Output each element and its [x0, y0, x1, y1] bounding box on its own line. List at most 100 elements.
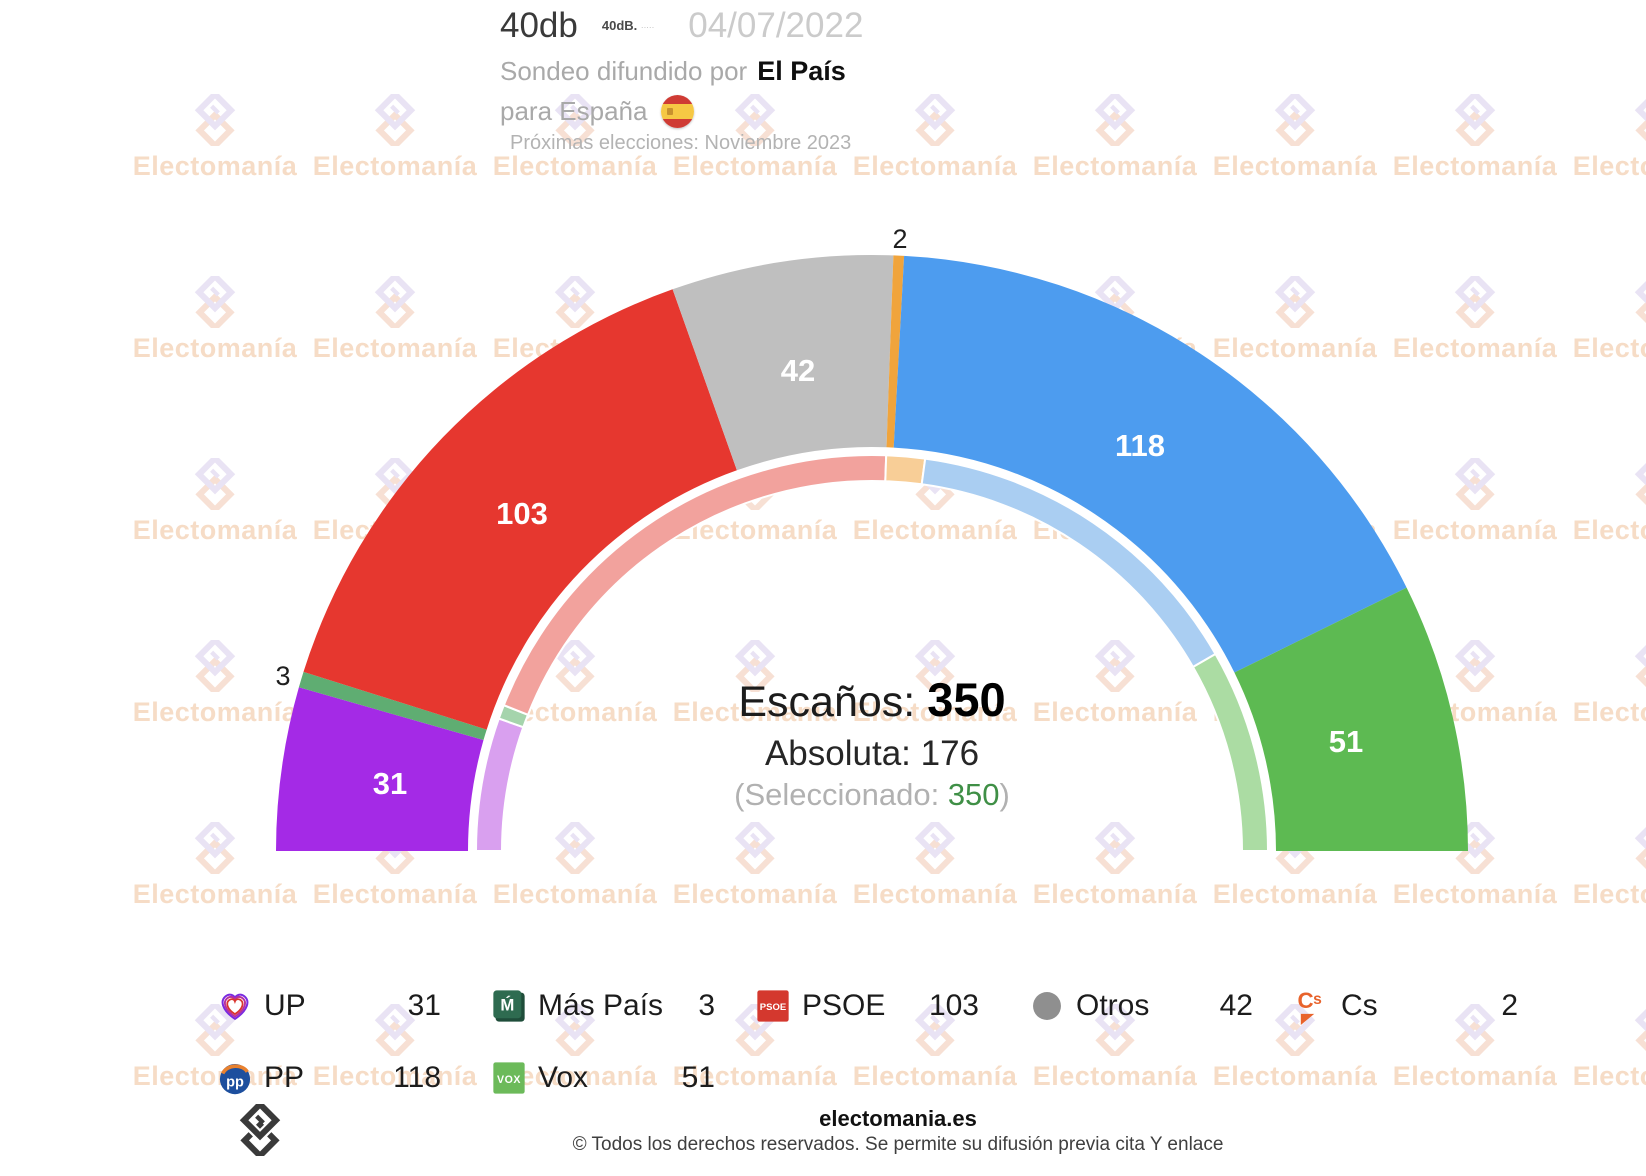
majority-value: 176 — [920, 734, 980, 773]
watermark: Electomanía — [1020, 817, 1210, 910]
segment-cs[interactable] — [886, 255, 905, 448]
svg-text:pp: pp — [226, 1074, 244, 1090]
segment-psoe[interactable] — [303, 289, 737, 730]
legend-item-up[interactable]: UP 31 — [216, 986, 441, 1026]
legend-seats-value: 3 — [698, 989, 715, 1022]
seat-count-label-psoe: 103 — [496, 496, 548, 531]
watermark: Electomanía — [840, 999, 1030, 1092]
seat-count-label-up: 31 — [373, 766, 407, 801]
header: 40db 40dB. ····· 04/07/2022 Sondeo difun… — [500, 6, 863, 155]
seat-count-label-más-país: 3 — [275, 661, 290, 691]
watermark: Electomanía — [1560, 89, 1646, 182]
watermark: Electomanía — [1560, 271, 1646, 364]
electomania-diamond-icon — [914, 89, 956, 151]
watermark: Electomanía — [480, 89, 670, 182]
legend-party-label: UP — [264, 989, 306, 1022]
watermark: Electomanía — [1200, 271, 1390, 364]
electomania-diamond-icon — [1274, 271, 1316, 333]
electomania-diamond-icon — [1274, 999, 1316, 1061]
legend-item-más-país[interactable]: Ḿ Más País 3 — [490, 986, 715, 1026]
pp-icon: pp — [219, 1064, 251, 1095]
pollster-name: 40db — [500, 6, 578, 45]
electomania-diamond-icon — [914, 635, 956, 697]
seat-count-label-otros: 42 — [781, 353, 815, 388]
watermark: Electomanía — [660, 817, 850, 910]
region-label: para España — [500, 96, 648, 126]
subtitle-prefix: Sondeo difundido por — [500, 56, 748, 86]
electomania-diamond-icon — [1454, 453, 1496, 515]
electomania-diamond-icon — [1454, 635, 1496, 697]
electomania-diamond-icon — [1094, 817, 1136, 879]
segment-pp[interactable] — [893, 255, 1407, 673]
legend-item-psoe[interactable]: PSOE PSOE 103 — [754, 986, 979, 1026]
segment-up[interactable] — [276, 687, 484, 851]
electomania-diamond-icon — [914, 817, 956, 879]
watermark: Electomanía — [660, 999, 850, 1092]
watermark: Electomanía — [660, 635, 850, 728]
electomania-diamond-icon — [554, 89, 596, 151]
watermark: Electomanía — [660, 89, 850, 182]
segment-más-país[interactable] — [298, 671, 487, 740]
seat-count-label-cs: 2 — [892, 224, 907, 254]
segment-vox[interactable] — [1234, 587, 1468, 851]
media-name: El País — [757, 56, 846, 86]
next-election-label: Próximas elecciones: Noviembre 2023 — [510, 132, 852, 154]
watermark: Electomanía — [1380, 271, 1570, 364]
watermark: Electomanía — [300, 89, 490, 182]
pollster-logo: 40dB. ····· — [601, 18, 655, 33]
watermark: Electomanía — [1200, 999, 1390, 1092]
seat-count-label-vox: 51 — [1329, 724, 1363, 759]
electomania-diamond-icon — [374, 89, 416, 151]
majority-line: Absoluta: 176 — [764, 734, 980, 773]
poll-date: 04/07/2022 — [688, 6, 864, 45]
legend-item-otros[interactable]: Otros 42 — [1028, 986, 1253, 1026]
seats-total-value: 350 — [927, 673, 1006, 726]
watermark: Electomanía — [1380, 999, 1570, 1092]
legend-seats-value: 31 — [407, 989, 441, 1022]
spain-flag-icon — [661, 95, 695, 128]
electomania-diamond-icon — [194, 271, 236, 333]
legend-party-label: Vox — [538, 1061, 589, 1094]
watermark: Electomanía — [840, 89, 1030, 182]
watermark: Electomanía — [1020, 999, 1210, 1092]
watermark: Electomanía — [1560, 999, 1646, 1092]
footer-copyright: © Todos los derechos reservados. Se perm… — [572, 1134, 1224, 1155]
footer-site: electomania.es — [819, 1106, 977, 1131]
electomania-diamond-icon — [734, 89, 776, 151]
svg-text:C: C — [1297, 988, 1313, 1013]
seats-total-line: Escaños: 350 — [738, 673, 1006, 726]
watermark: Electomanía — [1560, 635, 1646, 728]
otros-icon — [1033, 992, 1061, 1020]
legend-item-vox[interactable]: VOX Vox 51 — [490, 1058, 715, 1098]
electomania-diamond-icon — [914, 999, 956, 1061]
segment-otros[interactable] — [672, 255, 894, 471]
watermark: Electomanía — [1020, 635, 1210, 728]
electomania-diamond-icon — [194, 999, 236, 1061]
electomania-diamond-icon — [554, 817, 596, 879]
svg-text:VOX: VOX — [497, 1074, 521, 1086]
electomania-diamond-icon — [734, 817, 776, 879]
watermark: Electomanía — [1020, 89, 1210, 182]
inner-ring-segment-5 — [1191, 652, 1270, 852]
legend-seats-value: 51 — [681, 1061, 715, 1094]
seat-count-label-pp: 118 — [1115, 428, 1165, 463]
center-summary: Escaños: 350 Absoluta: 176 (Seleccionado… — [734, 672, 1010, 813]
electomania-diamond-icon — [374, 999, 416, 1061]
electomania-diamond-icon — [1094, 635, 1136, 697]
vox-icon: VOX — [493, 1062, 525, 1094]
watermark: Electomanía — [120, 635, 310, 728]
legend-seats-value: 118 — [393, 1061, 441, 1094]
legend-party-label: Otros — [1076, 989, 1150, 1022]
watermark: Electomanía — [1380, 89, 1570, 182]
electomania-diamond-icon — [554, 635, 596, 697]
electomania-diamond-icon — [734, 635, 776, 697]
legend-party-label: PP — [264, 1061, 305, 1094]
up-heart-icon — [221, 993, 249, 1021]
watermark: Electomanía — [120, 89, 310, 182]
electomania-diamond-icon — [554, 999, 596, 1061]
psoe-icon: PSOE — [757, 990, 789, 1022]
legend-item-pp[interactable]: pp PP 118 — [216, 1058, 441, 1098]
